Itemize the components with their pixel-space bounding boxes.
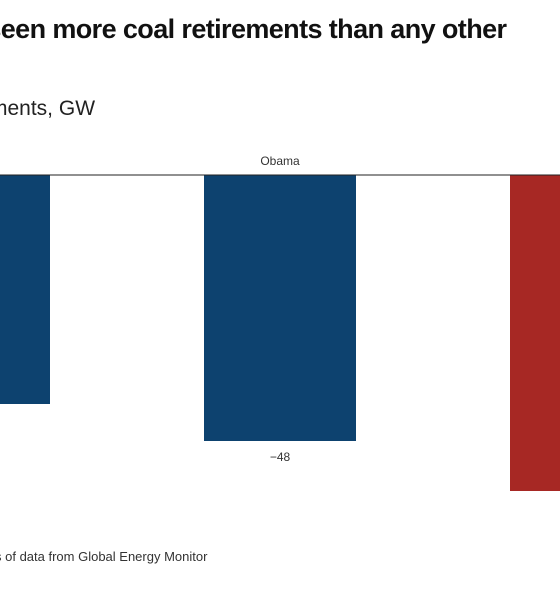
bars-group xyxy=(0,175,560,491)
chart-title: erseen more coal retirements than any ot… xyxy=(0,14,507,44)
chart-subtitle: ments, GW xyxy=(0,97,96,120)
category-label-obama: Obama xyxy=(260,154,300,168)
data-label-obama: −48 xyxy=(270,450,291,464)
bar-obama xyxy=(204,175,356,441)
source-note: s of data from Global Energy Monitor xyxy=(0,549,208,564)
data-labels: −48 xyxy=(270,450,291,464)
category-labels: Obama xyxy=(260,154,300,168)
bar-right-president xyxy=(510,175,560,491)
bar-left-president xyxy=(0,175,50,404)
